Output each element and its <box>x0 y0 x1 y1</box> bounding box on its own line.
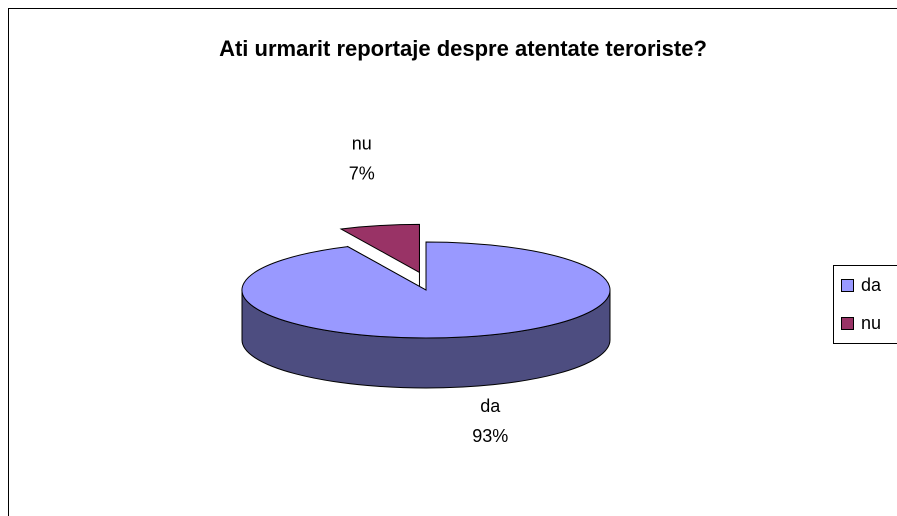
slice-label: da <box>480 396 501 416</box>
legend-swatch <box>841 279 854 292</box>
legend-swatch <box>841 317 854 330</box>
legend-label: da <box>861 275 882 295</box>
slice <box>339 223 420 274</box>
pie: da 93% nu 7% <box>241 134 611 446</box>
slice <box>241 241 611 339</box>
legend-box <box>833 265 897 344</box>
chart-title: Ati urmarit reportaje despre atentate te… <box>219 36 707 61</box>
slice-value-label: 93% <box>472 426 508 446</box>
slice-value-label: 7% <box>349 164 375 184</box>
legend: da nu <box>841 275 882 333</box>
slice-label: nu <box>352 134 372 154</box>
legend-label: nu <box>861 313 881 333</box>
chart-border <box>8 8 897 516</box>
